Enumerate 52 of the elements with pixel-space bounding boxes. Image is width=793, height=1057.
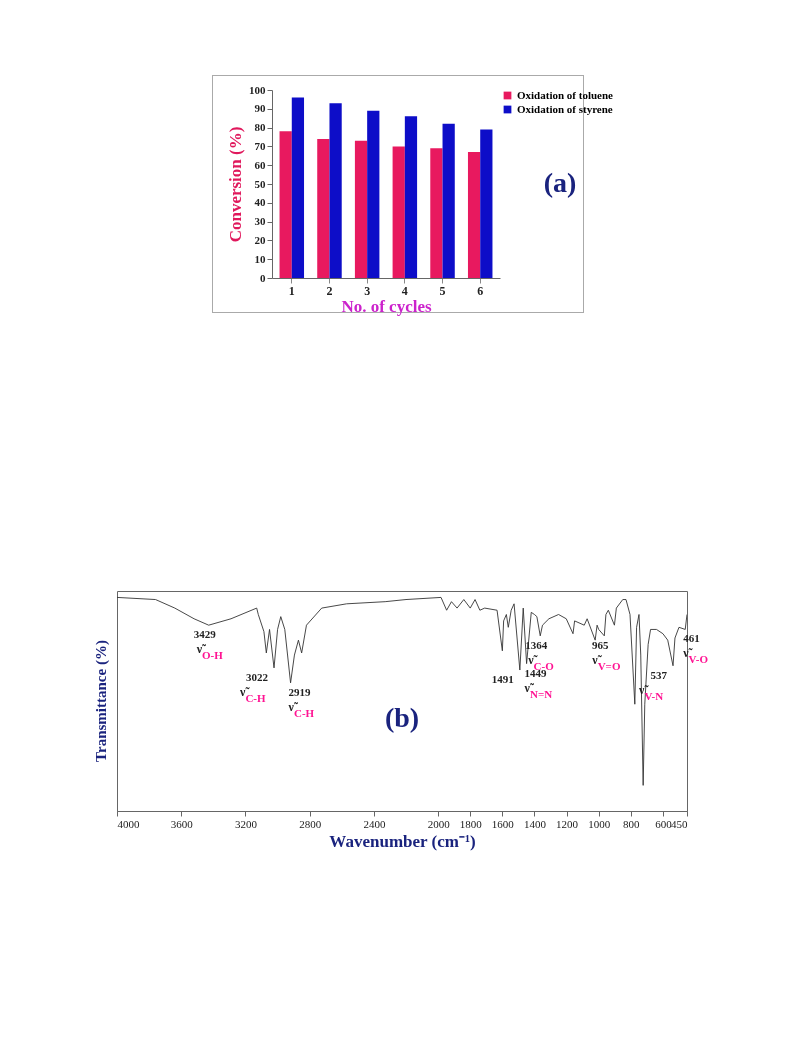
x-tick-label: 600 <box>655 817 673 830</box>
x-axis-title: No. of cycles <box>341 296 432 316</box>
y-tick-label: 40 <box>254 196 266 209</box>
y-tick-label: 70 <box>254 139 266 152</box>
x-tick-label: 2000 <box>427 817 451 830</box>
bar <box>430 148 443 278</box>
x-tick-label: 450 <box>671 817 688 830</box>
y-tick-label: 30 <box>254 215 266 228</box>
text: (a) <box>543 167 577 198</box>
y-tick-label: 10 <box>254 252 266 265</box>
x-tick-label: 3200 <box>234 817 258 830</box>
annotation: (b) <box>384 701 420 733</box>
y-axis-title: Transmittance (%) <box>93 640 110 762</box>
legend-label: Oxidation of toluene <box>517 88 614 101</box>
x-tick-label: 6 <box>477 283 484 298</box>
x-tick-label: 2400 <box>363 817 386 830</box>
x-tick-label: 1000 <box>588 817 611 830</box>
x-tick-label: 3 <box>364 283 371 298</box>
bar <box>467 152 481 278</box>
bar <box>392 146 405 278</box>
x-tick-label: 1800 <box>459 817 483 830</box>
x-tick-label: 800 <box>623 817 641 830</box>
x-tick-label: 3600 <box>170 817 194 830</box>
bar <box>279 131 292 278</box>
x-tick-label: 1200 <box>556 817 579 830</box>
y-tick-label: 20 <box>254 233 266 246</box>
legend-label: Oxidation of styrene <box>517 102 613 115</box>
bar <box>404 116 418 278</box>
x-tick-label: 5 <box>439 283 446 298</box>
annotation: 1491 <box>491 673 514 686</box>
x-tick-label: 1 <box>288 283 295 298</box>
x-tick-label: 4000 <box>117 817 140 830</box>
y-tick-label: 90 <box>254 102 266 115</box>
y-axis-title: Conversion (%) <box>226 126 245 243</box>
bar <box>367 110 380 278</box>
y-tick-label: 50 <box>254 177 266 190</box>
x-axis-title: Wavenumber (cm⁻¹) <box>329 831 476 851</box>
bar <box>354 140 368 278</box>
bar <box>329 103 342 278</box>
y-tick-label: 80 <box>254 121 266 134</box>
bar <box>442 123 455 278</box>
x-tick-label: 4 <box>401 283 408 298</box>
x-tick-label: 1400 <box>523 817 547 830</box>
bar <box>317 138 330 278</box>
bar <box>480 129 493 278</box>
y-tick-label: 0 <box>260 271 266 284</box>
y-tick-label: 100 <box>249 83 266 96</box>
x-tick-label: 2800 <box>299 817 322 830</box>
bar <box>291 97 305 278</box>
x-tick-label: 1600 <box>491 817 515 830</box>
y-tick-label: 60 <box>254 158 266 171</box>
x-tick-label: 2 <box>326 283 333 298</box>
